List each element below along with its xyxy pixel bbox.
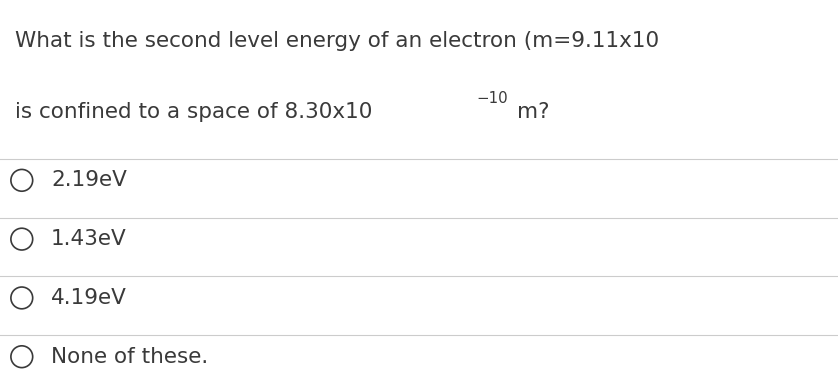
Text: 2.19eV: 2.19eV — [51, 170, 127, 191]
Text: 4.19eV: 4.19eV — [51, 288, 127, 308]
Text: m?: m? — [517, 102, 550, 122]
Text: −10: −10 — [476, 91, 508, 106]
Text: What is the second level energy of an electron (m=9.11x10: What is the second level energy of an el… — [15, 31, 660, 51]
Text: 1.43eV: 1.43eV — [51, 229, 127, 249]
Text: is confined to a space of 8.30x10: is confined to a space of 8.30x10 — [15, 102, 372, 122]
Text: None of these.: None of these. — [51, 347, 209, 367]
